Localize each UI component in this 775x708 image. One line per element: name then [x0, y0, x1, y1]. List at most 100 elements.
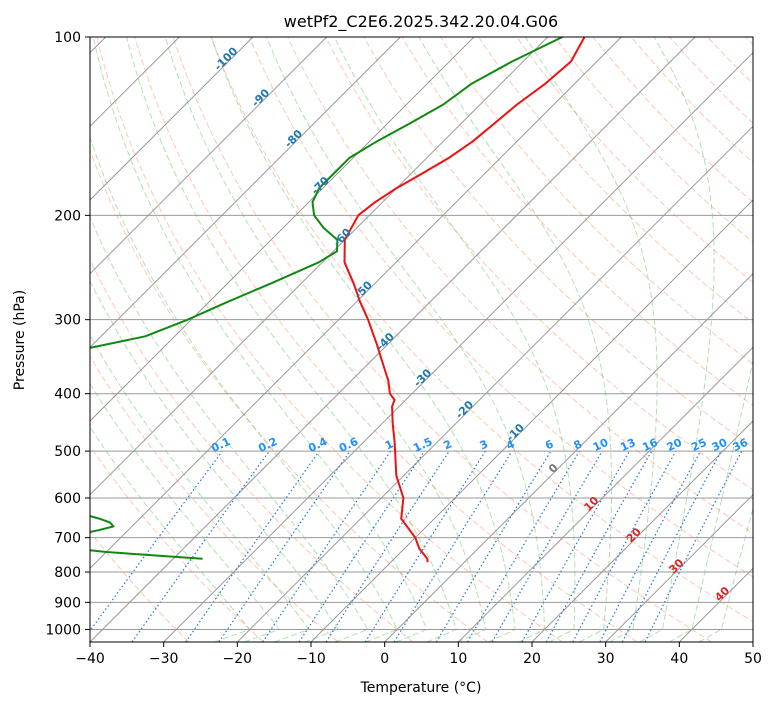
y-tick-label: 200	[54, 208, 81, 224]
isotherm-label: -40	[374, 330, 397, 353]
dry-adiabat	[554, 37, 753, 243]
dry-adiabat	[478, 37, 753, 324]
isotherm-label: -90	[249, 86, 272, 109]
y-axis-label: Pressure (hPa)	[12, 290, 28, 390]
y-axis-ticks: 100 200 300 400 500 600 700 800 900 1000	[45, 30, 90, 638]
mixing-ratio-line	[545, 450, 653, 642]
x-tick-label: −20	[223, 651, 253, 667]
dry-adiabat	[90, 530, 190, 642]
mixing-ratio-line	[644, 450, 743, 642]
mixing-ratio-line	[218, 450, 351, 642]
mixing-ratio-line	[572, 450, 677, 642]
isotherm	[90, 37, 254, 201]
mixing-ratio-label: 2	[442, 437, 454, 452]
y-tick-label: 100	[54, 30, 81, 46]
mixing-ratio-line	[131, 450, 270, 642]
mixing-ratio-label: 36	[731, 436, 751, 454]
mixing-ratio-line	[521, 450, 631, 642]
x-tick-label: 50	[744, 651, 762, 667]
moist-adiabat	[418, 37, 613, 642]
isotherm-label: 40	[712, 584, 732, 604]
plot-frame	[89, 36, 754, 643]
mixing-ratio-label: 10	[591, 436, 611, 454]
dry-adiabat	[90, 258, 414, 642]
moist-adiabat	[698, 506, 753, 642]
moist-adiabat	[639, 37, 715, 642]
x-tick-label: −30	[149, 651, 179, 667]
isotherm	[310, 199, 753, 642]
mixing-ratio-label: 25	[689, 436, 708, 454]
mixing-ratio-line	[298, 450, 425, 642]
mixing-ratio-line	[599, 450, 702, 642]
moist-adiabat	[90, 215, 369, 642]
moist-adiabat	[164, 37, 487, 642]
dry-adiabat	[249, 37, 753, 578]
x-axis-ticks: −40 −30 −20 −10 0 10 20 30 40 50	[75, 642, 762, 667]
mixing-ratio-line	[185, 450, 320, 642]
x-tick-label: 40	[670, 651, 688, 667]
isotherm-label: 30	[666, 556, 686, 576]
mixing-ratio-label: 0.6	[337, 435, 360, 455]
mixing-ratio-label: 16	[640, 436, 660, 454]
moist-adiabat	[90, 382, 281, 642]
mixing-ratio-label: 0.1	[209, 435, 232, 455]
mixing-ratio-label: 13	[618, 436, 637, 454]
isotherm	[90, 37, 622, 570]
x-tick-label: 20	[523, 651, 541, 667]
moist-adiabat	[210, 37, 516, 642]
dry-adiabat	[630, 37, 753, 164]
temperature-profile	[343, 37, 586, 563]
isotherm	[90, 37, 328, 275]
mixing-ratio-label: 0.4	[306, 435, 329, 455]
dry-adiabat	[134, 37, 638, 642]
isotherm-label: -80	[282, 127, 305, 150]
mixing-ratio-line	[393, 450, 513, 642]
isotherm	[678, 567, 753, 642]
y-tick-label: 400	[54, 387, 81, 403]
moist-adiabat	[266, 37, 546, 642]
dry-adiabat	[287, 37, 753, 534]
dewpoint-profile	[90, 37, 563, 560]
isotherm	[752, 641, 753, 642]
y-tick-label: 800	[54, 565, 81, 581]
chart-title: wetPf2_C2E6.2025.342.20.04.G06	[284, 12, 558, 32]
isotherm	[90, 37, 696, 642]
mixing-ratio-line	[262, 450, 392, 642]
y-tick-label: 900	[54, 595, 81, 611]
isotherm	[384, 272, 753, 642]
isotherm	[457, 346, 753, 642]
dry-adiabat	[745, 37, 753, 46]
y-tick-label: 500	[54, 444, 81, 460]
moist-adiabat	[90, 426, 251, 642]
dry-adiabat	[90, 355, 339, 642]
moist-adiabat	[126, 37, 457, 642]
dry-adiabat	[592, 37, 753, 204]
isotherm	[605, 493, 753, 642]
dry-adiabat	[401, 37, 753, 407]
moist-adiabat	[333, 37, 576, 642]
isotherm	[90, 37, 475, 422]
mixing-ratio-label: 20	[665, 436, 685, 454]
dry-adiabat	[669, 37, 753, 124]
moist-adiabat	[90, 334, 310, 642]
dry-adiabat	[96, 37, 563, 642]
mixing-ratio-label: 1.5	[411, 435, 434, 455]
isotherm-label: -20	[453, 398, 476, 421]
x-tick-label: −40	[75, 651, 105, 667]
y-tick-label: 1000	[45, 622, 81, 638]
isotherm	[90, 37, 401, 349]
mixing-ratio-line	[435, 450, 552, 642]
sounding-profiles	[90, 37, 586, 563]
x-tick-label: 30	[597, 651, 615, 667]
mixing-ratio-line	[90, 450, 223, 632]
isotherm	[236, 125, 753, 642]
x-tick-label: 10	[449, 651, 467, 667]
background-lines	[90, 37, 753, 642]
dry-adiabat	[516, 37, 753, 284]
moist-adiabat	[524, 37, 658, 642]
dry-adiabat	[439, 37, 753, 365]
dry-adiabat	[363, 37, 753, 448]
mixing-ratio-label: 3	[478, 437, 490, 452]
isotherm-label: 20	[624, 525, 644, 545]
isotherm	[531, 420, 753, 642]
